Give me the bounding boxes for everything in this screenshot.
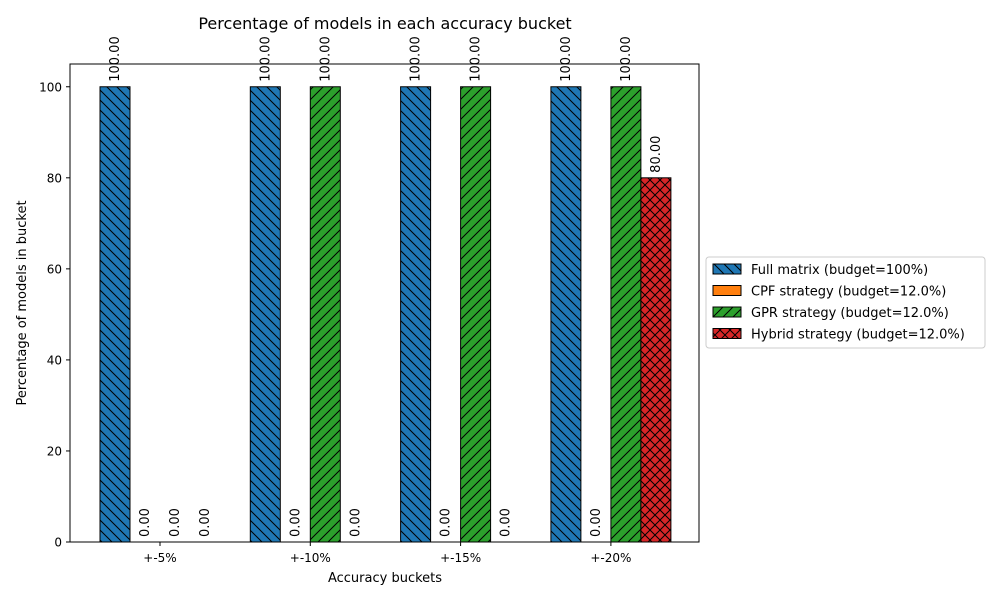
legend-label: CPF strategy (budget=12.0%) <box>751 285 946 300</box>
legend-label: Hybrid strategy (budget=12.0%) <box>751 328 965 343</box>
plot-frame <box>69 63 700 543</box>
data-label: 80.00 <box>649 136 664 173</box>
y-tick-label: 40 <box>47 353 62 367</box>
legend-swatch-hatch <box>712 306 742 318</box>
x-tick-label: +-15% <box>440 551 481 565</box>
y-axis-ticks: 0 20 40 60 80 100 <box>39 80 70 550</box>
legend-swatch-hatch <box>712 263 742 275</box>
legend-label: GPR strategy (budget=12.0%) <box>751 306 949 321</box>
data-label: 0.00 <box>348 508 363 537</box>
legend: Full matrix (budget=100%) CPF strategy (b… <box>705 256 986 349</box>
bar-hatch <box>640 177 672 543</box>
bar-hatch <box>550 86 582 543</box>
x-tick-label: +-10% <box>290 551 331 565</box>
y-tick-label: 0 <box>54 536 62 550</box>
y-tick-label: 80 <box>47 171 62 185</box>
legend-swatch <box>713 285 741 296</box>
y-tick-label: 60 <box>47 262 62 276</box>
data-label: 100.00 <box>409 36 424 82</box>
legend-frame <box>705 256 986 349</box>
data-label: 0.00 <box>439 508 454 537</box>
chart-title: Percentage of models in each accuracy bu… <box>198 14 571 33</box>
data-label: 100.00 <box>108 36 123 82</box>
y-tick-label: 20 <box>47 444 62 458</box>
legend-label: Full matrix (budget=100%) <box>751 263 928 278</box>
x-tick-label: +-5% <box>143 551 176 565</box>
y-axis-label: Percentage of models in bucket <box>15 200 30 405</box>
data-labels-layer: 100.00 0.00 0.00 0.00 100.00 0.00 100.00 0.00 10… <box>108 36 664 537</box>
y-tick-label: 100 <box>39 80 62 94</box>
data-label: 0.00 <box>198 508 213 537</box>
bar-hatch <box>400 86 432 543</box>
bar-hatch <box>460 86 492 543</box>
bar-hatch <box>99 86 131 543</box>
x-tick-label: +-20% <box>590 551 631 565</box>
bar-hatch <box>249 86 281 543</box>
legend-swatch-hatch <box>712 328 742 339</box>
data-label: 0.00 <box>499 508 514 537</box>
data-label: 0.00 <box>589 508 604 537</box>
data-label: 100.00 <box>469 36 484 81</box>
x-axis-label: Accuracy buckets <box>328 571 442 586</box>
data-label: 0.00 <box>288 508 303 537</box>
bar-hatch <box>309 86 341 543</box>
x-axis-ticks: +-5% +-10% +-15% +-20% <box>143 542 631 565</box>
data-label: 100.00 <box>318 36 333 82</box>
legend-swatch-hatch <box>712 285 742 296</box>
data-label: 100.00 <box>258 36 273 82</box>
data-label: 0.00 <box>138 508 153 537</box>
data-label: 0.00 <box>168 508 183 537</box>
data-label: 100.00 <box>559 36 574 82</box>
bar-hatch <box>610 86 642 543</box>
bars-layer <box>99 86 672 543</box>
data-label: 100.00 <box>619 36 634 82</box>
